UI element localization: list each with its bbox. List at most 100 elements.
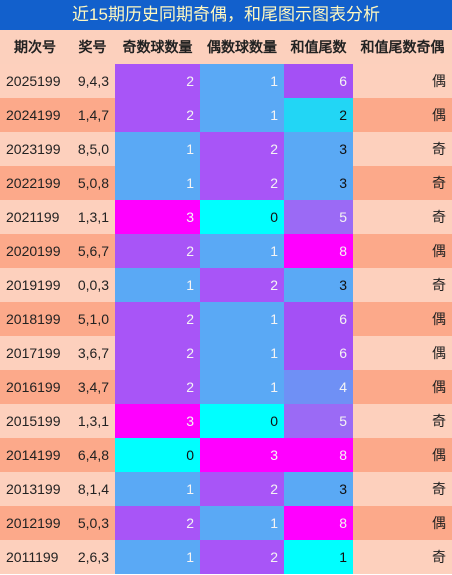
even-count: 2 bbox=[200, 472, 284, 506]
title: 近15期历史同期奇偶，和尾图示图表分析 bbox=[0, 0, 452, 30]
even-count: 2 bbox=[200, 166, 284, 200]
odd-count: 2 bbox=[115, 302, 200, 336]
sum-tail-parity: 偶 bbox=[432, 73, 446, 89]
draw-numbers: 5,0,3 bbox=[77, 515, 109, 531]
column-header: 偶数球数量 bbox=[207, 39, 277, 55]
table-row: 2014199 6,4,8 0 3 8 偶 bbox=[0, 438, 452, 472]
draw-numbers: 1,3,1 bbox=[77, 413, 109, 429]
sum-tail-parity: 奇 bbox=[432, 277, 446, 293]
table-row: 2024199 1,4,7 2 1 2 偶 bbox=[0, 98, 452, 132]
sum-tail: 2 bbox=[284, 98, 353, 132]
period: 2023199 bbox=[6, 141, 61, 157]
period: 2015199 bbox=[6, 413, 61, 429]
draw-numbers: 8,1,4 bbox=[77, 481, 109, 497]
period: 2024199 bbox=[6, 107, 61, 123]
even-count: 1 bbox=[200, 98, 284, 132]
sum-tail: 5 bbox=[284, 404, 353, 438]
table-row: 2018199 5,1,0 2 1 6 偶 bbox=[0, 302, 452, 336]
period: 2013199 bbox=[6, 481, 61, 497]
column-header: 期次号 bbox=[14, 39, 56, 55]
period: 2021199 bbox=[6, 209, 60, 225]
period: 2018199 bbox=[6, 311, 61, 327]
even-count: 1 bbox=[200, 336, 284, 370]
sum-tail: 6 bbox=[284, 64, 353, 98]
odd-count: 2 bbox=[115, 370, 200, 404]
period: 2016199 bbox=[6, 379, 61, 395]
sum-tail-parity: 奇 bbox=[432, 141, 446, 157]
sum-tail: 1 bbox=[284, 540, 353, 574]
even-count: 1 bbox=[200, 64, 284, 98]
column-header: 奇数球数量 bbox=[122, 39, 193, 55]
odd-count: 3 bbox=[115, 404, 200, 438]
draw-numbers: 9,4,3 bbox=[77, 73, 109, 89]
odd-count: 2 bbox=[115, 506, 200, 540]
table-row: 2022199 5,0,8 1 2 3 奇 bbox=[0, 166, 452, 200]
table-row: 2017199 3,6,7 2 1 6 偶 bbox=[0, 336, 452, 370]
sum-tail-parity: 奇 bbox=[432, 549, 446, 565]
odd-count: 1 bbox=[115, 472, 200, 506]
period: 2011199 bbox=[6, 549, 59, 565]
even-count: 3 bbox=[200, 438, 284, 472]
table-row: 2025199 9,4,3 2 1 6 偶 bbox=[0, 64, 452, 98]
table-row: 2019199 0,0,3 1 2 3 奇 bbox=[0, 268, 452, 302]
period: 2017199 bbox=[6, 345, 61, 361]
period: 2014199 bbox=[6, 447, 61, 463]
even-count: 0 bbox=[200, 404, 284, 438]
even-count: 1 bbox=[200, 302, 284, 336]
table-row: 2020199 5,6,7 2 1 8 偶 bbox=[0, 234, 452, 268]
sum-tail: 4 bbox=[284, 370, 353, 404]
period: 2020199 bbox=[6, 243, 61, 259]
even-count: 2 bbox=[200, 540, 284, 574]
period: 2025199 bbox=[6, 73, 61, 89]
odd-count: 1 bbox=[115, 132, 200, 166]
odd-count: 3 bbox=[115, 200, 200, 234]
table-row: 2012199 5,0,3 2 1 8 偶 bbox=[0, 506, 452, 540]
draw-numbers: 3,4,7 bbox=[77, 379, 109, 395]
even-count: 0 bbox=[200, 200, 284, 234]
odd-count: 2 bbox=[115, 336, 200, 370]
sum-tail: 3 bbox=[284, 268, 353, 302]
even-count: 1 bbox=[200, 370, 284, 404]
sum-tail: 6 bbox=[284, 336, 353, 370]
even-count: 2 bbox=[200, 132, 284, 166]
draw-numbers: 1,4,7 bbox=[77, 107, 109, 123]
column-header: 和值尾数奇偶 bbox=[360, 39, 445, 55]
even-count: 2 bbox=[200, 268, 284, 302]
odd-count: 2 bbox=[115, 64, 200, 98]
even-count: 1 bbox=[200, 234, 284, 268]
header-row: 期次号 奖号 奇数球数量 偶数球数量 和值尾数 和值尾数奇偶 bbox=[0, 30, 452, 64]
draw-numbers: 5,6,7 bbox=[77, 243, 109, 259]
sum-tail-parity: 偶 bbox=[432, 345, 446, 361]
odd-count: 1 bbox=[115, 540, 200, 574]
sum-tail: 8 bbox=[284, 506, 353, 540]
draw-numbers: 8,5,0 bbox=[77, 141, 109, 157]
table-row: 2023199 8,5,0 1 2 3 奇 bbox=[0, 132, 452, 166]
draw-numbers: 5,0,8 bbox=[77, 175, 109, 191]
table-row: 2011199 2,6,3 1 2 1 奇 bbox=[0, 540, 452, 574]
draw-numbers: 1,3,1 bbox=[77, 209, 109, 225]
draw-numbers: 2,6,3 bbox=[77, 549, 109, 565]
column-header: 奖号 bbox=[78, 39, 107, 55]
sum-tail-parity: 偶 bbox=[432, 447, 446, 463]
odd-count: 0 bbox=[115, 438, 200, 472]
odd-count: 2 bbox=[115, 234, 200, 268]
draw-numbers: 3,6,7 bbox=[77, 345, 109, 361]
odd-count: 1 bbox=[115, 166, 200, 200]
odd-count: 1 bbox=[115, 268, 200, 302]
period: 2019199 bbox=[6, 277, 61, 293]
table-row: 2016199 3,4,7 2 1 4 偶 bbox=[0, 370, 452, 404]
draw-numbers: 5,1,0 bbox=[77, 311, 109, 327]
sum-tail-parity: 奇 bbox=[432, 481, 446, 497]
sum-tail-parity: 偶 bbox=[432, 515, 446, 531]
sum-tail-parity: 奇 bbox=[432, 209, 446, 225]
sum-tail-parity: 奇 bbox=[432, 175, 446, 191]
sum-tail-parity: 偶 bbox=[432, 311, 446, 327]
sum-tail: 6 bbox=[284, 302, 353, 336]
sum-tail-parity: 奇 bbox=[432, 413, 446, 429]
table-row: 2013199 8,1,4 1 2 3 奇 bbox=[0, 472, 452, 506]
sum-tail: 8 bbox=[284, 234, 353, 268]
period: 2022199 bbox=[6, 175, 61, 191]
table-row: 2015199 1,3,1 3 0 5 奇 bbox=[0, 404, 452, 438]
sum-tail-parity: 偶 bbox=[432, 107, 446, 123]
sum-tail: 5 bbox=[284, 200, 353, 234]
